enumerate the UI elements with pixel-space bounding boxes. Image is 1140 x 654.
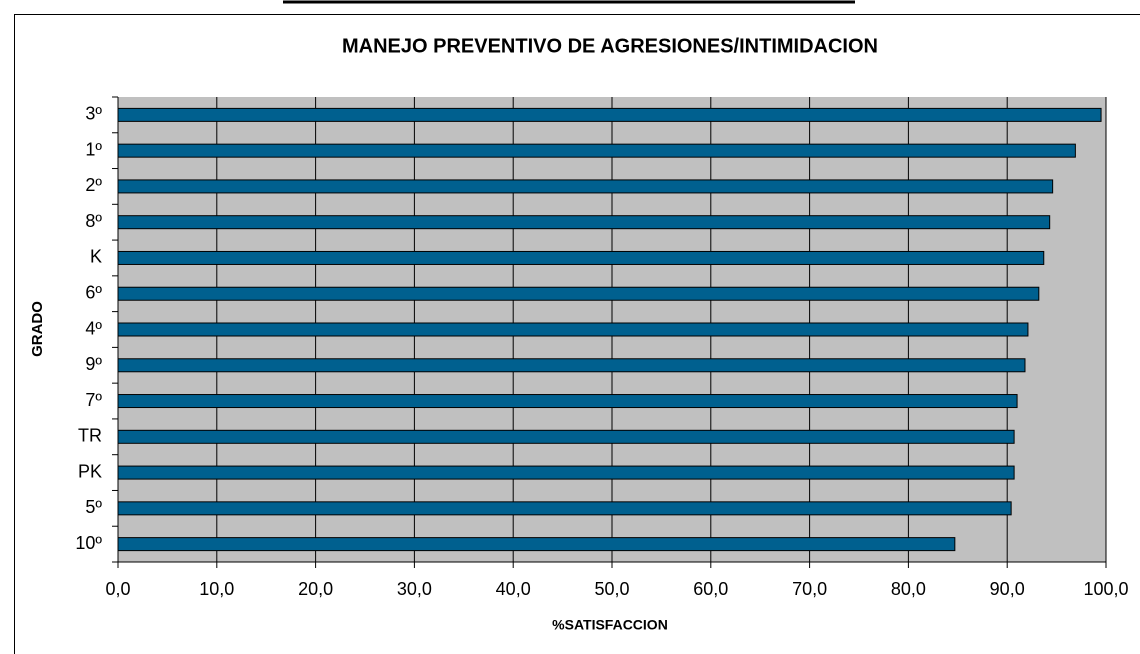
bar	[117, 215, 1051, 230]
y-tick-label: 4º	[85, 318, 102, 338]
x-tick-label: 70,0	[792, 579, 827, 599]
bar	[117, 107, 1102, 122]
x-tick-label: 50,0	[594, 579, 629, 599]
x-tick-label: 30,0	[397, 579, 432, 599]
bar	[117, 394, 1018, 409]
y-tick-label: 9º	[85, 354, 102, 374]
y-tick-label: TR	[78, 426, 102, 446]
y-tick-label: 2º	[85, 175, 102, 195]
y-tick-label: 5º	[85, 497, 102, 517]
x-tick-label: 80,0	[891, 579, 926, 599]
y-axis-label: GRADO	[29, 301, 46, 357]
y-tick-label: 6º	[85, 282, 102, 302]
y-tick-label: 3º	[85, 104, 102, 124]
x-tick-label: 60,0	[693, 579, 728, 599]
bar	[117, 143, 1076, 158]
bar	[117, 286, 1040, 301]
bar	[117, 537, 956, 552]
y-tick-label: PK	[78, 461, 102, 481]
bar	[117, 429, 1015, 444]
y-tick-label: 8º	[85, 211, 102, 231]
x-tick-label: 90,0	[990, 579, 1025, 599]
y-tick-label: 10º	[75, 533, 102, 553]
x-tick-label: 10,0	[199, 579, 234, 599]
y-tick-label: 7º	[85, 390, 102, 410]
bar	[117, 501, 1012, 516]
x-tick-label: 20,0	[298, 579, 333, 599]
chart-title: MANEJO PREVENTIVO DE AGRESIONES/INTIMIDA…	[342, 35, 878, 57]
bar	[117, 465, 1015, 480]
bar	[117, 322, 1029, 337]
y-tick-label: K	[90, 247, 102, 267]
x-tick-label: 100,0	[1083, 579, 1128, 599]
bar	[117, 358, 1026, 373]
x-tick-label: 40,0	[496, 579, 531, 599]
y-tick-label: 1º	[85, 139, 102, 159]
x-tick-label: 0,0	[105, 579, 130, 599]
x-axis-label: %SATISFACCION	[552, 617, 668, 633]
bar	[117, 250, 1045, 265]
bar	[117, 179, 1054, 194]
